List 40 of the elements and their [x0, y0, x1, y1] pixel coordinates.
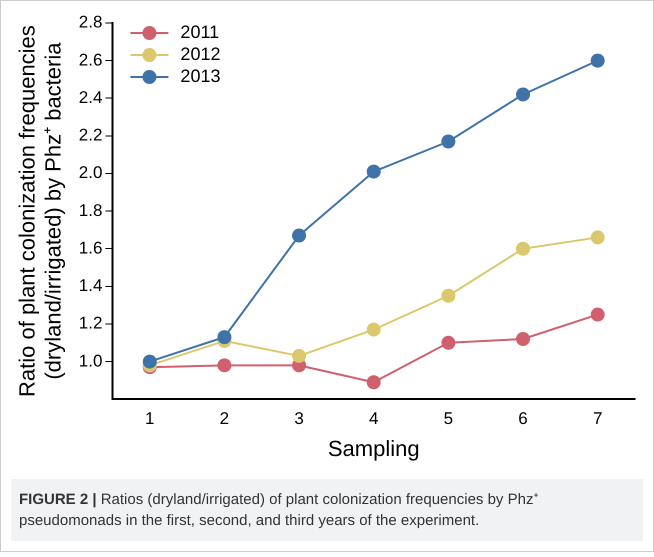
point	[366, 375, 381, 390]
y-tick-label: 1.4	[78, 276, 102, 296]
x-tick-label: 7	[592, 409, 602, 428]
legend-label: 2013	[180, 66, 220, 86]
point	[366, 164, 381, 179]
x-tick-label: 3	[294, 409, 304, 428]
point	[590, 230, 605, 244]
point	[441, 134, 456, 149]
x-tick-label: 4	[368, 409, 378, 428]
point	[516, 332, 530, 346]
y-tick-label: 2.0	[78, 163, 102, 182]
point	[590, 54, 605, 68]
y-tick-label: 1.0	[78, 351, 102, 370]
point	[366, 322, 381, 337]
x-tick-label: 6	[518, 409, 528, 428]
y-tick-label: 1.8	[78, 200, 102, 220]
point	[292, 228, 306, 243]
point	[516, 87, 530, 102]
x-tick-label: 5	[444, 409, 454, 428]
point	[441, 336, 456, 350]
y-tick-label: 2.4	[78, 88, 102, 107]
point	[292, 348, 306, 363]
x-tick-label: 1	[145, 409, 154, 428]
point	[217, 330, 232, 344]
point	[217, 358, 232, 372]
x-tick-label: 2	[220, 409, 230, 428]
y-tick-label: 1.2	[78, 314, 102, 333]
y-tick-label: 1.6	[78, 238, 102, 258]
y-tick-label: 2.8	[78, 12, 102, 32]
point	[516, 242, 530, 256]
legend-label: 2012	[180, 44, 220, 64]
caption: FIGURE 2 | Ratios (dryland/irrigated) of plant colonization frequencies by Phz⁺ pseudomonads in the first, second, and third years of the experiment.	[11, 479, 643, 541]
y-tick-label: 2.6	[78, 50, 102, 70]
point	[441, 288, 456, 303]
y-axis-title: Ratio of plant colonization frequencies (dryland/irrigated) by Phz⁺ bacteria	[14, 25, 66, 397]
y-tick-label: 2.2	[78, 126, 102, 145]
point	[142, 354, 157, 369]
x-axis-title: Sampling	[328, 436, 420, 461]
legend-label: 2011	[180, 22, 220, 42]
point	[590, 308, 605, 322]
